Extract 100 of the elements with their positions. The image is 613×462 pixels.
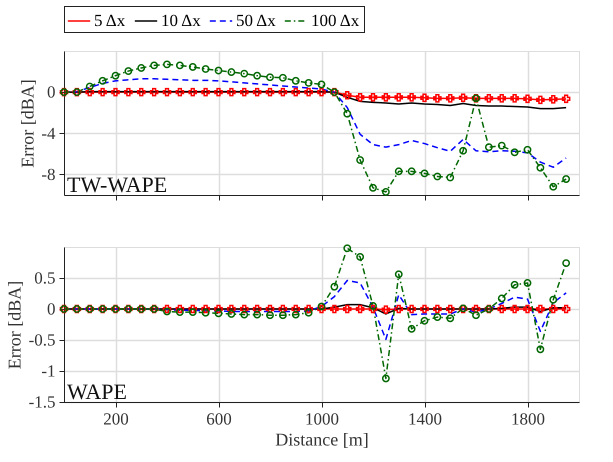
point [202,308,210,317]
point [266,88,274,96]
y-tick-label: -4 [41,124,56,143]
y-tick-label: 0 [47,300,56,318]
point [484,143,493,152]
point [420,316,428,325]
point [356,304,364,314]
point [368,93,378,102]
point [176,61,184,70]
point [253,72,262,80]
point [523,94,532,104]
point [214,304,223,314]
legend-label: 5 Δx [94,11,126,30]
point [252,88,262,96]
point [292,310,300,318]
point [420,169,428,178]
point [240,304,249,314]
point [536,164,544,172]
point [253,310,262,318]
point [394,304,404,314]
point [162,88,172,96]
point [85,88,94,96]
point [98,76,107,85]
point [484,94,494,103]
point [446,174,454,182]
point [420,304,429,314]
point [201,88,210,96]
x-tick-label: 600 [206,410,232,428]
point [433,313,442,321]
point [342,304,352,314]
point [510,94,519,103]
point [420,94,429,102]
point [497,94,506,103]
point [407,304,416,314]
point [394,270,403,278]
point [292,76,300,85]
point [407,93,416,102]
x-axis-title: Distance [m] [275,430,369,450]
point [459,146,468,155]
point [163,308,171,316]
point [446,314,454,322]
point [176,304,184,314]
legend-label: 100 Δx [311,11,360,30]
y-tick-label: 0 [47,82,56,102]
point [472,311,480,320]
point [176,308,184,316]
point [304,88,313,96]
point [369,184,377,192]
point [227,68,236,76]
point [498,142,506,150]
point [124,88,133,96]
point [408,167,416,176]
x-tick-label: 200 [103,410,129,428]
point [446,94,455,103]
point [252,304,262,314]
point [548,95,558,104]
point [368,304,378,314]
y-tick-label: 0.5 [34,268,56,288]
point [304,304,313,314]
y-tick-label: -8 [41,164,56,184]
point [394,93,404,102]
y-tick-label: -1 [41,362,56,380]
point [214,309,222,318]
point [266,311,274,320]
point [382,93,390,102]
point [317,304,326,314]
point [214,66,222,74]
point [124,67,132,75]
point [536,345,544,354]
point [549,296,558,304]
point [317,88,326,96]
point [188,63,197,71]
point [382,305,390,314]
point [111,88,120,96]
point [510,148,519,156]
point [548,304,558,314]
point [227,310,236,318]
point [163,60,171,68]
annotation: WAPE [67,379,127,404]
point [369,302,377,310]
y-axis-title: Error [dBA] [4,280,25,370]
point [524,279,532,287]
point [536,96,545,104]
point [356,156,364,164]
point [188,304,198,314]
point [188,88,198,96]
point [266,304,274,314]
point [382,374,390,382]
point [202,65,210,73]
point [330,304,339,314]
point [291,88,300,96]
point [458,94,468,102]
point [562,304,570,314]
x-tick-label: 1800 [511,410,545,428]
point [86,82,94,90]
point [201,304,210,314]
point [98,88,107,96]
point [549,182,558,191]
point [214,88,223,96]
y-tick-label: -1.5 [28,392,56,412]
